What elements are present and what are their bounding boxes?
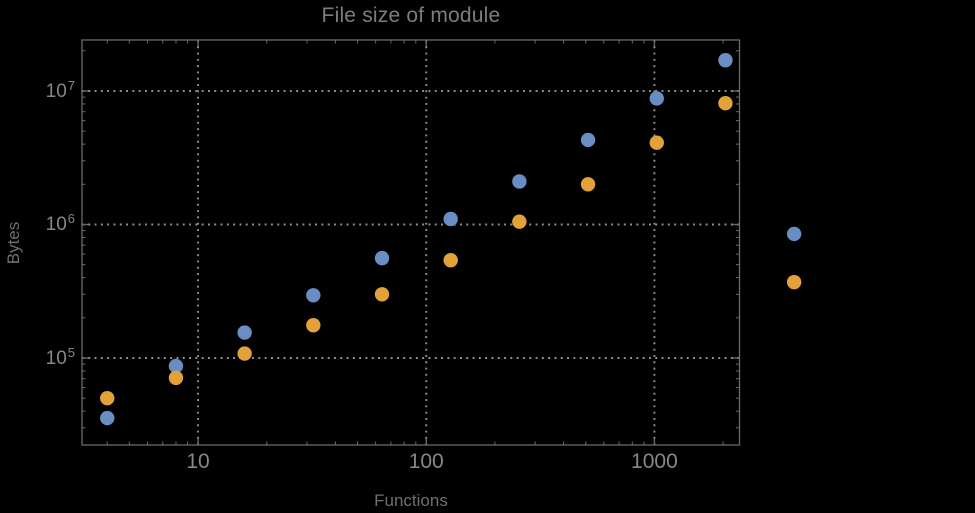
data-point-orange [100,390,115,406]
data-point-orange [512,214,527,229]
data-point-blue [100,410,115,426]
chart-title: File size of module [321,4,501,27]
data-point-orange [306,318,321,333]
data-point-blue [512,174,527,189]
x-tick-label: 1000 [631,450,678,473]
data-point-blue [786,226,802,242]
data-point-blue [237,325,252,340]
y-tick-label: 106 [45,211,75,236]
data-point-orange [374,287,390,302]
x-tick-label: 10 [186,450,210,473]
data-point-orange [580,177,596,192]
y-tick-label: 105 [45,344,75,369]
x-axis-label: Functions [374,491,448,510]
data-point-blue [649,91,664,106]
data-point-orange [443,253,458,268]
data-point-orange [649,135,664,150]
data-point-blue [718,53,733,68]
y-tick-label: 107 [45,77,75,102]
data-point-blue [443,211,458,227]
data-point-blue [580,132,596,148]
data-point-orange [718,96,733,111]
data-point-orange [786,274,802,290]
data-point-blue [168,358,184,374]
plot-frame [81,39,741,446]
data-point-orange [168,370,184,386]
x-tick-label: 100 [408,450,444,473]
data-point-orange [237,346,252,361]
data-point-blue [306,288,321,303]
data-point-blue [374,250,390,266]
